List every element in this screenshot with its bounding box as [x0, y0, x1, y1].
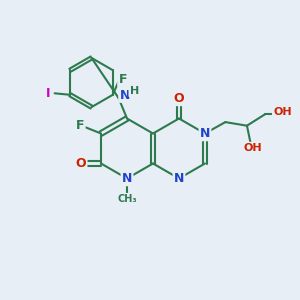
Text: H: H [283, 108, 292, 118]
Text: I: I [46, 87, 51, 100]
Text: F: F [118, 73, 127, 86]
Text: OH: OH [273, 107, 292, 117]
Text: F: F [76, 118, 84, 132]
Text: OH: OH [243, 143, 262, 153]
Text: CH₃: CH₃ [117, 194, 137, 204]
Text: N: N [174, 172, 184, 185]
Text: N: N [122, 172, 132, 185]
Text: N: N [200, 127, 210, 140]
Text: N: N [119, 88, 130, 102]
Text: O: O [76, 157, 86, 170]
Text: O: O [174, 92, 184, 105]
Text: H: H [130, 86, 139, 96]
